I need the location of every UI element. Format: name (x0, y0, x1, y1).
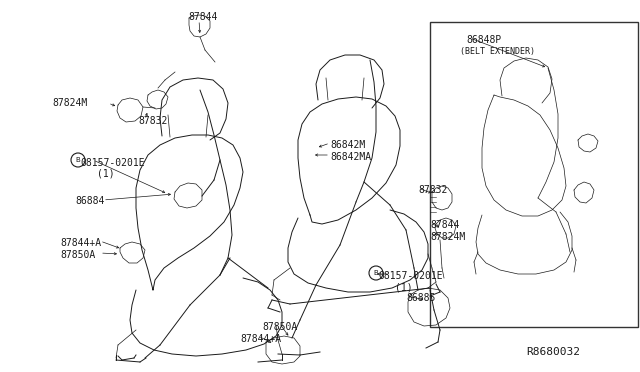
Text: (1): (1) (395, 282, 413, 292)
Text: 08157-0201E: 08157-0201E (378, 271, 443, 281)
Text: 86848P: 86848P (466, 35, 501, 45)
Text: B: B (76, 157, 81, 163)
Text: 86884: 86884 (75, 196, 104, 206)
Text: 86885: 86885 (406, 293, 435, 303)
Text: 86842MA: 86842MA (330, 152, 371, 162)
Text: 87850A: 87850A (262, 322, 297, 332)
Text: 87844+A: 87844+A (240, 334, 281, 344)
Bar (430, 22, 638, 327)
Text: 08157-0201E: 08157-0201E (80, 158, 145, 168)
Text: 87844+A: 87844+A (60, 238, 101, 248)
Text: 87844: 87844 (430, 220, 460, 230)
Text: (1): (1) (97, 169, 115, 179)
Text: 86842M: 86842M (330, 140, 365, 150)
Text: 87850A: 87850A (60, 250, 95, 260)
Text: 87832: 87832 (138, 116, 168, 126)
Text: B: B (374, 270, 378, 276)
Text: R8680032: R8680032 (526, 347, 580, 357)
Text: 87844: 87844 (188, 12, 218, 22)
Text: (BELT EXTENDER): (BELT EXTENDER) (460, 47, 535, 56)
Text: 87824M: 87824M (52, 98, 87, 108)
Text: 87832: 87832 (418, 185, 447, 195)
Text: 87824M: 87824M (430, 232, 465, 242)
